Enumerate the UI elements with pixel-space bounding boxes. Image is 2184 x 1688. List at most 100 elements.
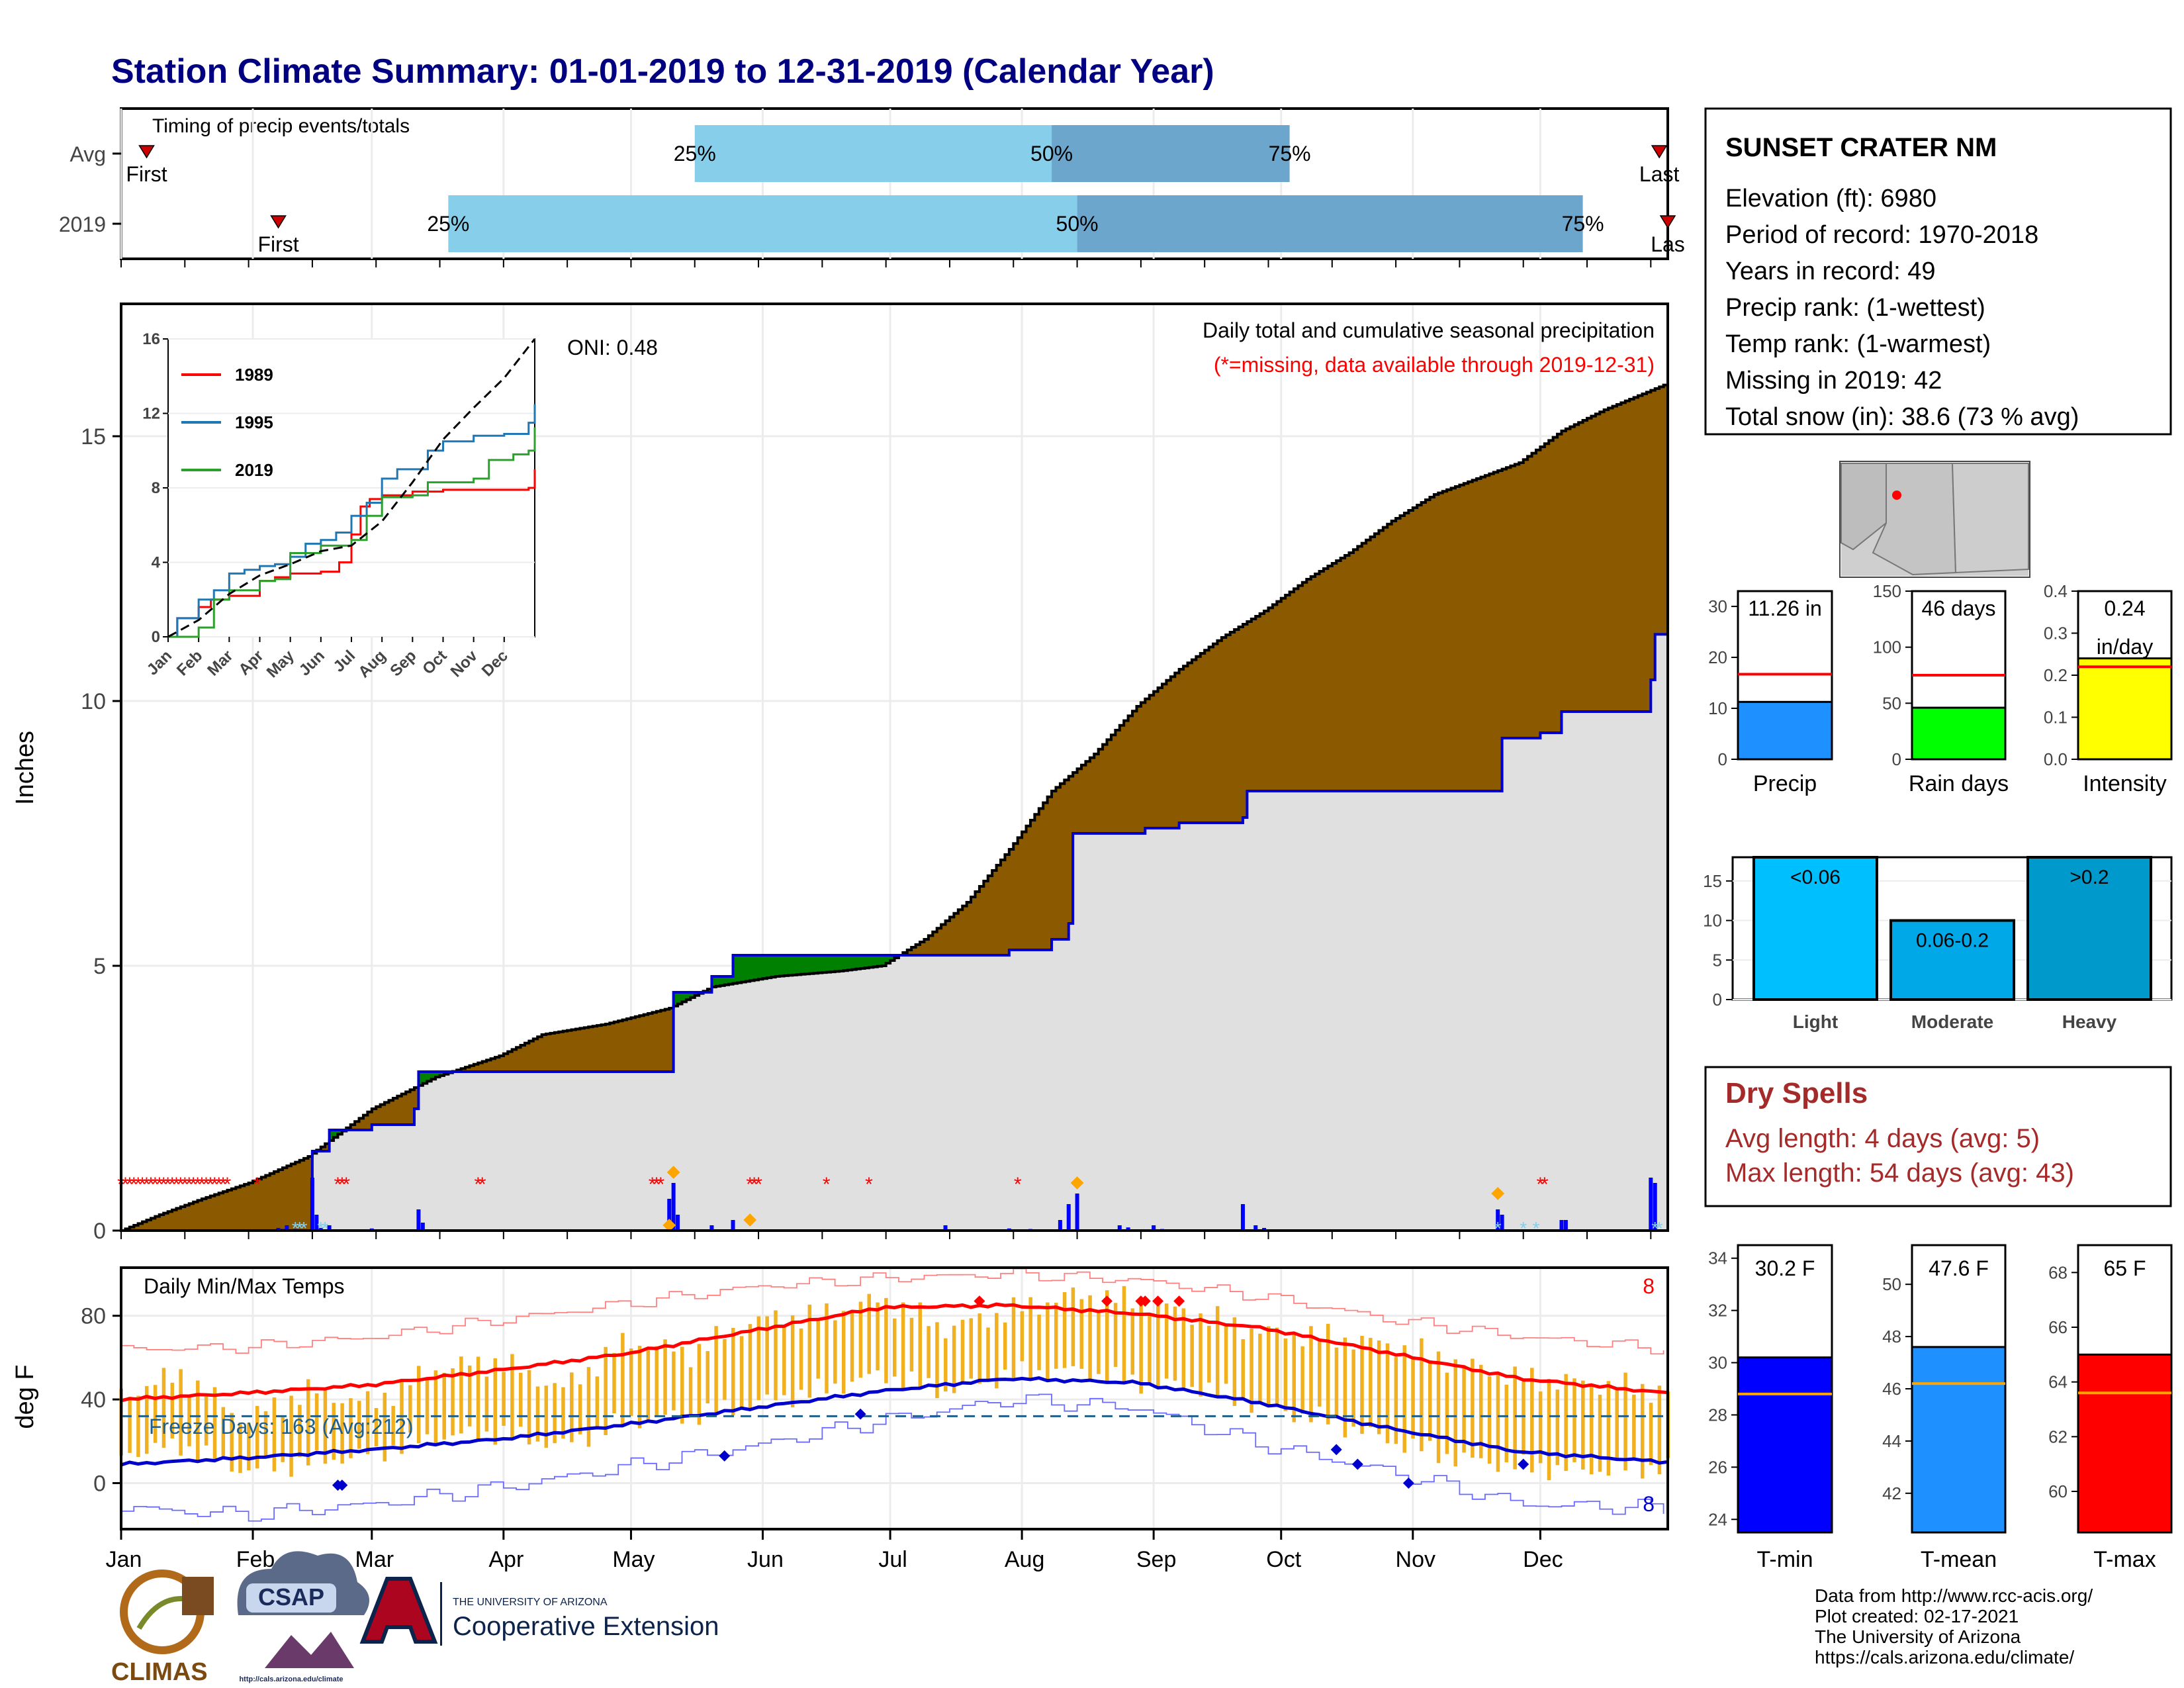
timing-last_label: Las <box>1651 232 1685 256</box>
temp-daily-bar <box>1606 1381 1611 1476</box>
temp-daily-bar <box>1250 1329 1253 1413</box>
temp-daily-bar <box>1615 1389 1619 1460</box>
missing-marker: * <box>181 1174 189 1196</box>
precip-deficit-band <box>1161 684 1167 828</box>
temp-daily-bar <box>467 1365 472 1427</box>
summary-temp-bar-1 <box>1911 1346 2007 1534</box>
precip-record-dot <box>743 1213 757 1227</box>
temp-daily-bar <box>782 1327 786 1395</box>
temp-summary-bars: 24 26 28 30 32 34 30.2 F T-min 42 44 46 48 50 47.6 F T… <box>1708 1244 2173 1572</box>
precip-deficit-band <box>214 1194 220 1231</box>
precip-deficit-band <box>201 1199 207 1231</box>
precip-deficit-band <box>1094 754 1099 833</box>
temp-daily-bar <box>1334 1347 1339 1418</box>
temp-daily-bar <box>765 1316 769 1395</box>
temp-daily-bar <box>247 1423 251 1471</box>
precip-deficit-band <box>1319 571 1324 791</box>
precip-ylabel: Inches <box>11 731 39 805</box>
missing-marker: * <box>474 1174 482 1196</box>
temp-daily-bar <box>723 1338 727 1400</box>
precip-surplus-band <box>766 955 772 978</box>
precip-deficit-band <box>1124 720 1129 833</box>
precip-deficit-band <box>1663 385 1668 635</box>
temp-daily-bar <box>374 1408 379 1446</box>
precip-deficit-band <box>1612 406 1617 712</box>
precip-deficit-band <box>282 1168 287 1231</box>
precip-deficit-band <box>1595 414 1600 712</box>
precip-deficit-band <box>385 1102 390 1125</box>
temp-daily-bar <box>238 1423 242 1474</box>
temp-daily-bar <box>255 1405 259 1469</box>
temp-daily-bar <box>1275 1327 1279 1407</box>
precip-deficit-band <box>1281 598 1286 791</box>
precip-deficit-band <box>1328 566 1333 791</box>
temp-daily-bar <box>1657 1385 1662 1475</box>
precip-deficit-band <box>962 906 968 955</box>
precip-deficit-band <box>541 1035 547 1072</box>
precip-surplus-band <box>847 955 852 970</box>
precip-deficit-band <box>664 1009 670 1072</box>
inset-ytick-label: 8 <box>152 479 160 497</box>
precip-deficit-band <box>223 1192 228 1231</box>
precip-deficit-band <box>1255 616 1261 791</box>
precip-daily-bar <box>1649 1178 1653 1231</box>
precip-record-dot <box>666 1166 680 1179</box>
temp-daily-bar <box>1292 1335 1297 1423</box>
temp-daily-bar <box>1148 1314 1152 1383</box>
precip-daily-bar <box>709 1225 714 1231</box>
precip-deficit-band <box>1200 653 1205 823</box>
missing-marker: * <box>177 1174 185 1196</box>
precip-surplus-band <box>754 955 759 980</box>
precip-deficit-band <box>1616 404 1621 712</box>
missing-marker: * <box>1537 1174 1545 1196</box>
precip-surplus-band <box>715 976 721 986</box>
snow-marker: * <box>296 1218 303 1239</box>
missing-marker: * <box>657 1174 665 1196</box>
precip-deficit-band <box>1345 555 1350 791</box>
precip-surplus-band <box>435 1072 441 1077</box>
temp-daily-bar <box>1046 1302 1050 1382</box>
temp-daily-bar <box>1572 1378 1576 1462</box>
precip-daily-bar <box>1563 1220 1568 1231</box>
dry-spells-title: Dry Spells <box>1725 1077 1868 1109</box>
temp-daily-bar <box>663 1339 667 1415</box>
missing-marker: * <box>203 1174 210 1196</box>
precip-surplus-band <box>792 955 797 975</box>
precip-deficit-band <box>971 897 976 955</box>
precip-deficit-band <box>1608 408 1614 712</box>
summary-temp-ytick-label: 24 <box>1708 1509 1727 1529</box>
record-high-count: 8 <box>1643 1274 1655 1298</box>
precip-surplus-band <box>329 1130 334 1141</box>
month-label: Aug <box>1005 1547 1045 1572</box>
summary-precip-value: 46 days <box>1921 596 1995 620</box>
temp-daily-bar <box>1258 1333 1262 1402</box>
summary-temp-ytick-label: 60 <box>2048 1481 2068 1501</box>
precip-deficit-band <box>631 1017 636 1072</box>
precip-deficit-band <box>129 1227 134 1231</box>
temp-daily-bar <box>204 1396 208 1446</box>
precip-deficit-band <box>180 1207 185 1231</box>
precip-summary-bars: 0 10 20 30 11.26 in Precip 0 50 100 150 46 days Rai… <box>1708 581 2173 796</box>
precip-daily-bar <box>314 1215 319 1231</box>
precip-deficit-band <box>1081 765 1087 833</box>
precip-deficit-band <box>1242 624 1248 818</box>
temp-daily-bar <box>952 1325 956 1393</box>
temp-daily-bar <box>1538 1391 1543 1464</box>
precip-deficit-band <box>945 921 950 955</box>
precip-record-dot <box>662 1219 676 1232</box>
precip-deficit-band <box>933 931 938 955</box>
precip-deficit-band <box>350 1125 355 1130</box>
csap-logo: CSAP http://cals.arizona.edu/climate <box>237 1551 369 1683</box>
precip-surplus-band <box>771 955 776 978</box>
events-category-label: Heavy <box>2062 1011 2117 1032</box>
precip-average-line <box>121 383 1669 1232</box>
missing-marker: * <box>134 1174 142 1196</box>
summary-precip-value: 11.26 in <box>1748 596 1822 620</box>
temp-daily-bar <box>459 1356 463 1434</box>
precip-deficit-band <box>1302 582 1307 791</box>
precip-deficit-band <box>575 1029 580 1072</box>
precip-daily-bar <box>327 1225 332 1231</box>
temps-ytick-label: 0 <box>93 1471 106 1496</box>
precip-daily-bar <box>1500 1215 1504 1231</box>
missing-marker: * <box>122 1174 130 1196</box>
